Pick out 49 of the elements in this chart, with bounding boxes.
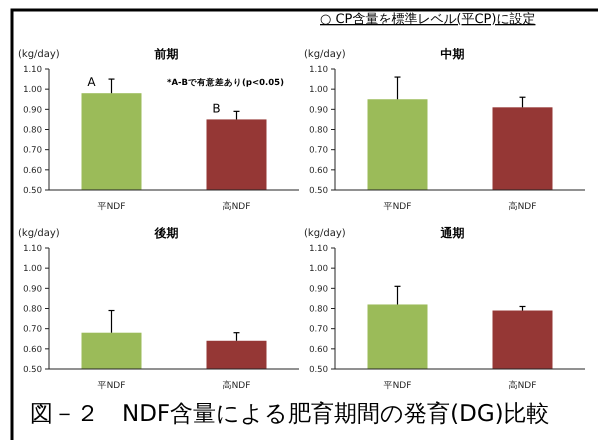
y-tick-label: 1.00 [23,264,42,274]
x-tick-label: 平NDF [384,202,412,212]
x-tick-label: 平NDF [98,202,126,212]
y-tick-label: 0.50 [309,365,328,375]
x-tick-label: 平NDF [98,381,126,391]
chart-title: 中期 [440,47,464,61]
y-tick-label: 0.60 [23,166,42,176]
y-tick-label: 1.00 [309,264,328,274]
y-axis-title: (kg/day) [18,228,60,239]
y-axis-title: (kg/day) [304,49,346,60]
y-tick-label: 0.60 [309,344,328,355]
y-tick-label: 0.80 [309,304,328,314]
x-tick-label: 高NDF [508,201,536,212]
y-tick-label: 1.00 [309,85,328,96]
y-tick-label: 0.70 [309,324,328,335]
y-tick-label: 0.80 [309,126,328,136]
x-tick-label: 高NDF [222,380,250,391]
y-tick-label: 1.10 [23,244,42,254]
x-tick-label: 平NDF [384,381,412,391]
y-tick-label: 0.60 [309,166,328,176]
x-tick-label: 高NDF [222,201,250,212]
y-tick-label: 1.00 [23,85,42,96]
y-tick-label: 0.90 [23,284,42,294]
y-tick-label: 0.70 [23,324,42,335]
y-tick-label: 0.50 [309,186,328,196]
y-tick-label: 1.10 [309,65,328,75]
y-tick-label: 0.50 [23,365,42,375]
y-tick-label: 0.80 [23,126,42,136]
text: ○ CP含量を標準レベル(平CP)に設定 [320,12,536,27]
x-tick-label: 高NDF [508,380,536,391]
y-tick-label: 0.80 [23,304,42,314]
chart-title: 通期 [440,226,464,240]
annotation: A [87,75,96,90]
y-tick-label: 0.90 [309,284,328,294]
y-axis-title: (kg/day) [18,49,60,60]
annotation: *A-Bで有意差あり(p<0.05) [167,77,284,88]
y-tick-label: 0.90 [309,105,328,116]
y-axis-title: (kg/day) [304,228,346,239]
y-tick-label: 1.10 [23,65,42,75]
chart-title: 後期 [154,226,178,240]
annotation: B [212,101,221,116]
y-tick-label: 0.70 [23,146,42,156]
y-tick-label: 0.60 [23,344,42,355]
y-tick-label: 0.70 [309,146,328,156]
y-tick-label: 1.10 [309,244,328,254]
text: 図－２ NDF含量による肥育期間の発育(DG)比較 [30,401,550,427]
y-tick-label: 0.90 [23,105,42,116]
chart-title: 前期 [154,47,178,61]
y-tick-label: 0.50 [23,186,42,196]
